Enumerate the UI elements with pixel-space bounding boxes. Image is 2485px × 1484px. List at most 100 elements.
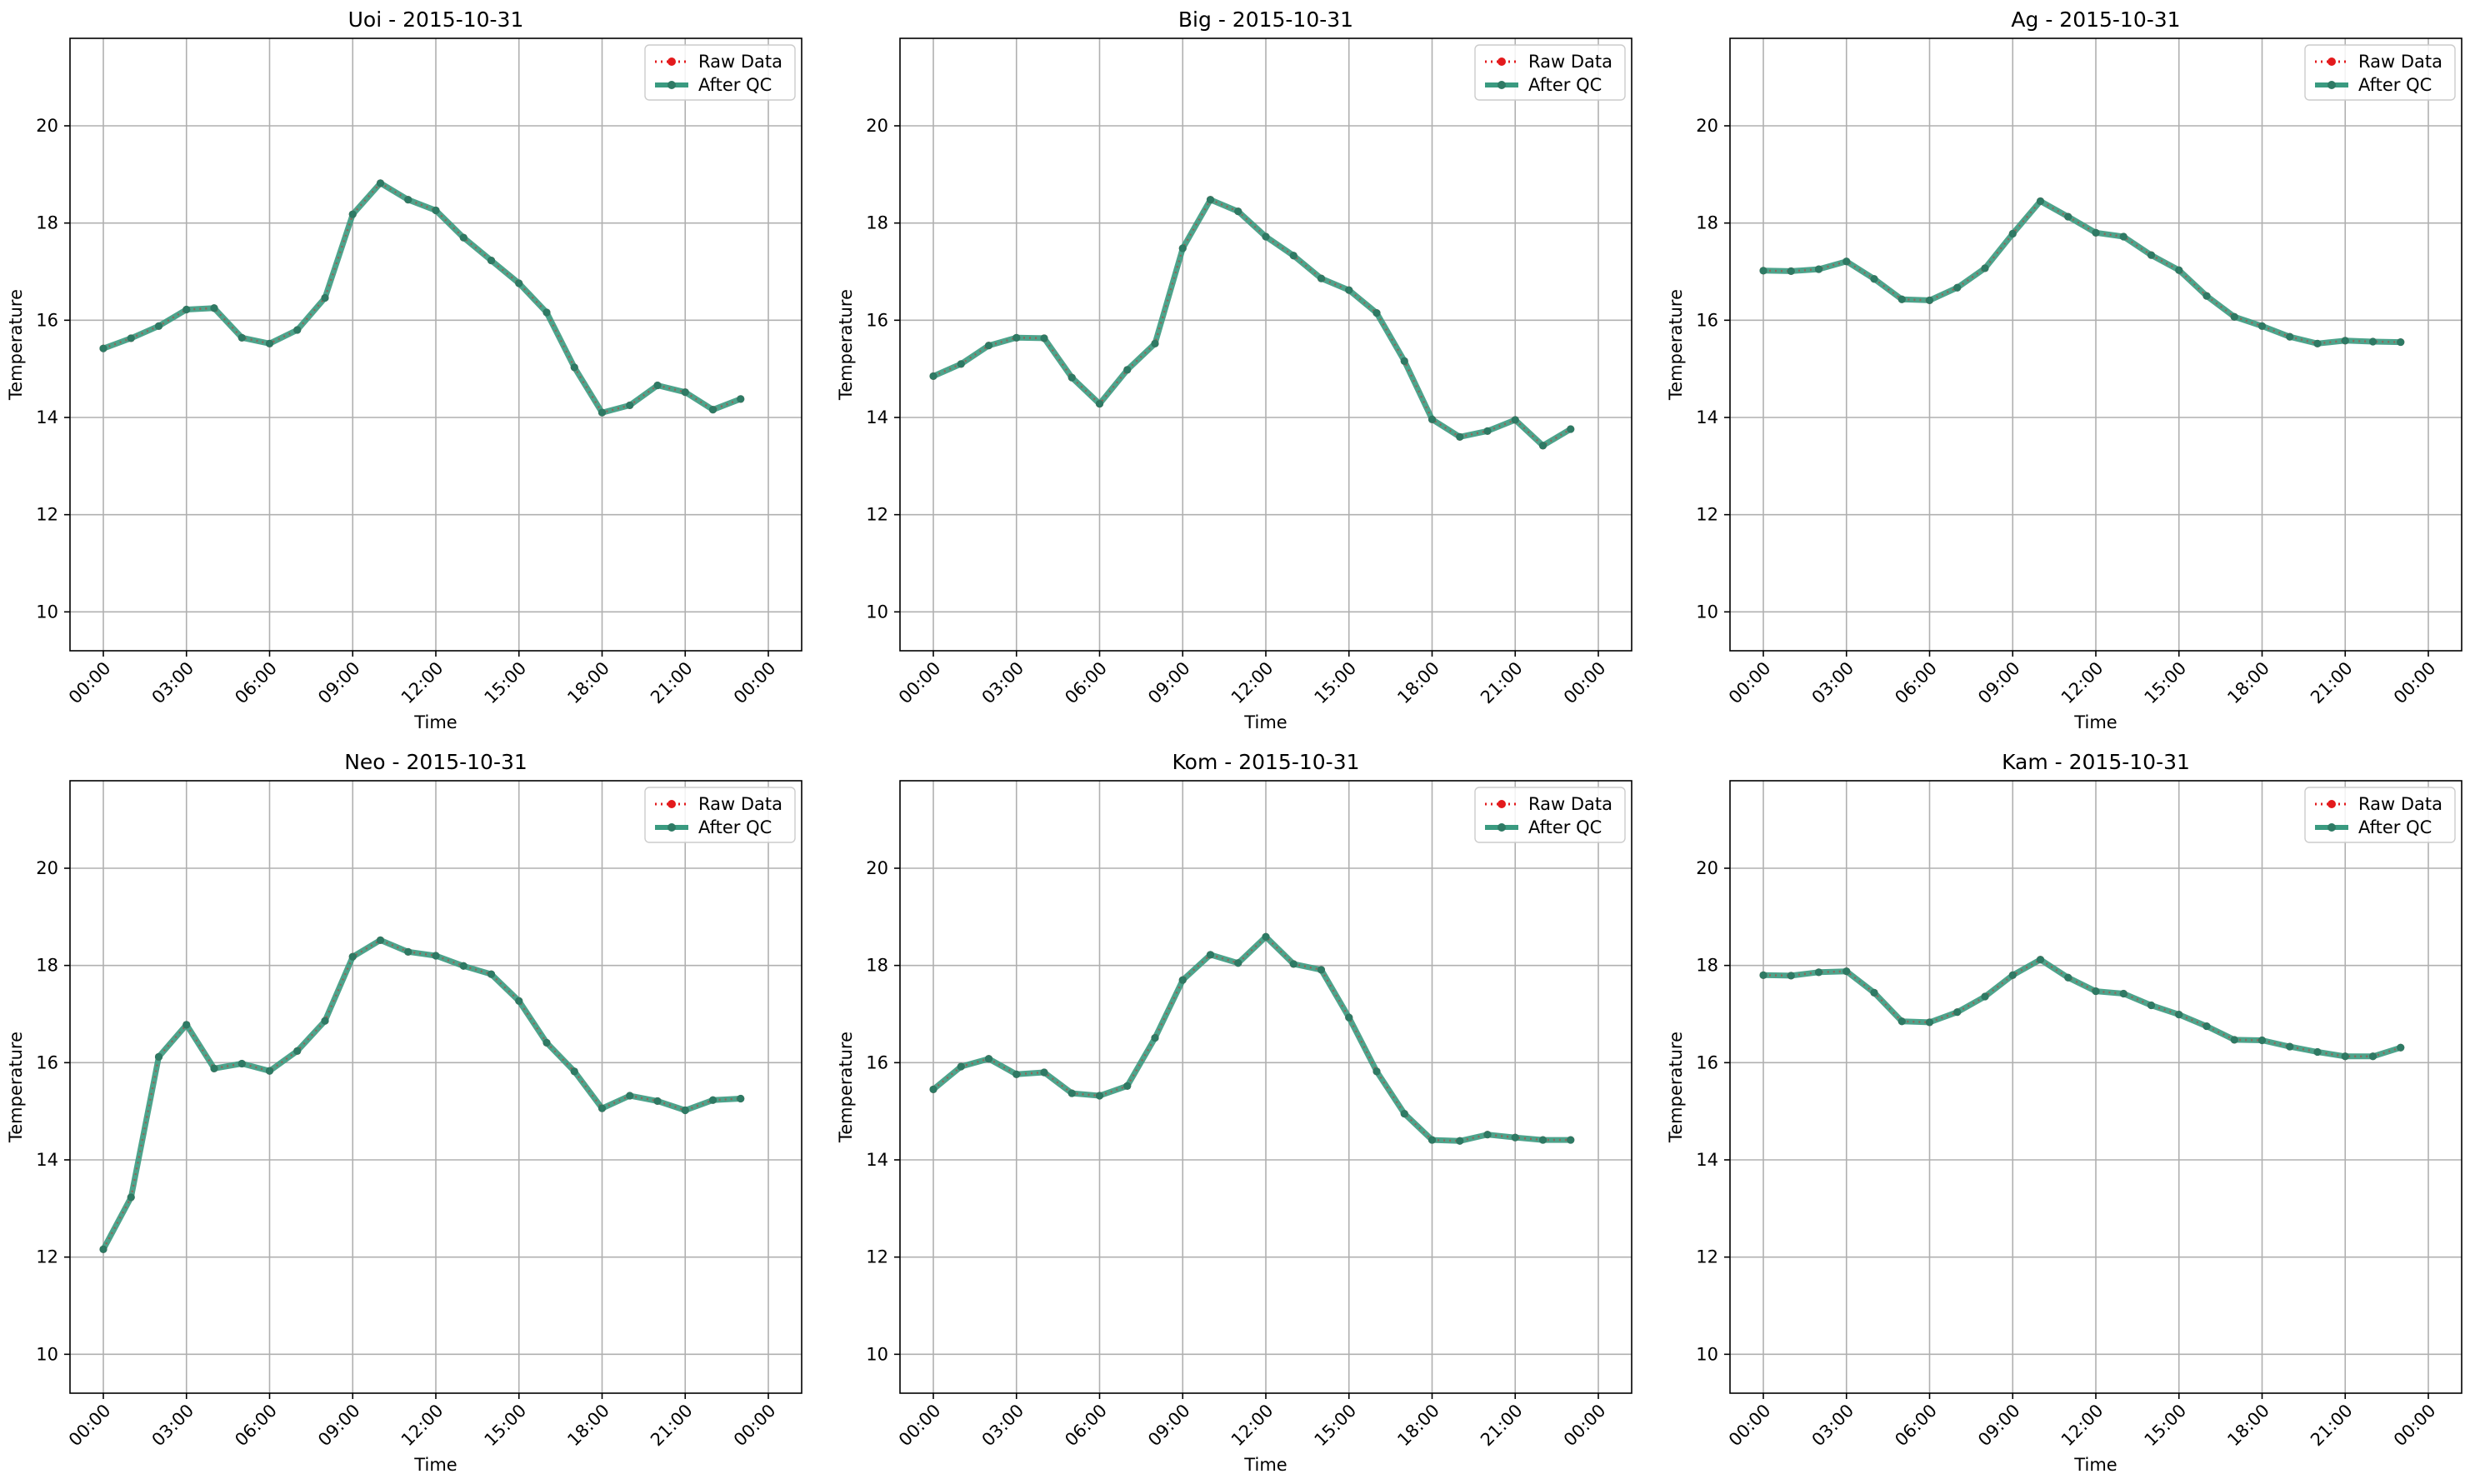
- y-tick-label: 14: [866, 1150, 888, 1170]
- x-tick-label: 18:00: [1393, 658, 1443, 708]
- after-qc-point: [598, 1104, 607, 1112]
- after-qc-point: [1925, 1018, 1934, 1027]
- after-qc-point: [459, 233, 468, 242]
- legend-label-after-qc: After QC: [1528, 75, 1602, 95]
- after-qc-point: [2286, 332, 2294, 341]
- legend-label-raw-data: Raw Data: [2358, 794, 2442, 814]
- legend-marker-after-qc: [2328, 81, 2336, 89]
- y-tick-label: 10: [36, 602, 58, 622]
- after-qc-point: [1289, 252, 1298, 260]
- after-qc-point: [2202, 292, 2211, 300]
- legend-marker-after-qc: [1498, 823, 1506, 832]
- after-qc-point: [1151, 1033, 1159, 1042]
- y-tick-label: 12: [36, 505, 58, 525]
- after-qc-point: [1842, 967, 1851, 976]
- legend-marker-after-qc: [1498, 81, 1506, 89]
- x-tick-label: 06:00: [231, 1401, 281, 1451]
- after-qc-point: [957, 1062, 965, 1071]
- after-qc-point: [1178, 976, 1187, 984]
- after-qc-point: [542, 308, 551, 317]
- x-tick-label: 12:00: [2058, 1401, 2108, 1451]
- after-qc-point: [2092, 987, 2100, 996]
- x-tick-label: 06:00: [231, 658, 281, 708]
- y-tick-label: 18: [36, 213, 58, 233]
- after-qc-point: [1206, 196, 1215, 204]
- x-tick-label: 06:00: [1891, 1401, 1941, 1451]
- legend-marker-raw-data: [2328, 57, 2336, 66]
- chart-panel-1: 10 12 14 16 18 20 00:00 03:00 06:00 09:00 12:00 15:…: [6, 7, 802, 732]
- y-axis-label: Temperature: [6, 289, 26, 401]
- after-qc-point: [1040, 1068, 1048, 1077]
- after-qc-point: [1456, 1137, 1464, 1145]
- series-line-raw-data: [932, 198, 1572, 447]
- y-tick-label: 16: [866, 310, 888, 330]
- x-tick-label: 06:00: [1061, 1401, 1111, 1451]
- after-qc-point: [515, 997, 523, 1005]
- after-qc-point: [154, 322, 163, 330]
- y-tick-label: 16: [866, 1052, 888, 1072]
- after-qc-point: [570, 1067, 578, 1076]
- after-qc-point: [2341, 1052, 2349, 1061]
- after-qc-point: [2175, 1010, 2183, 1019]
- x-tick-label: 12:00: [1228, 1401, 1278, 1451]
- after-qc-point: [1068, 1089, 1076, 1097]
- after-qc-point: [1428, 1136, 1437, 1144]
- after-qc-point: [487, 256, 496, 265]
- after-qc-point: [1898, 295, 1906, 303]
- legend-marker-raw-data: [1498, 57, 1506, 66]
- after-qc-point: [1483, 1131, 1492, 1139]
- after-qc-point: [127, 1193, 135, 1202]
- legend-label-after-qc: After QC: [2358, 75, 2432, 95]
- after-qc-point: [210, 304, 218, 312]
- after-qc-point: [1289, 960, 1298, 968]
- x-tick-label: 03:00: [148, 1401, 198, 1451]
- y-tick-label: 16: [36, 1052, 58, 1072]
- after-qc-point: [404, 947, 412, 956]
- chart-panel-2: 10 12 14 16 18 20 00:00 03:00 06:00 09:00 12:00 15:…: [836, 7, 1632, 732]
- chart-panel-6: 10 12 14 16 18 20 00:00 03:00 06:00 09:00 12:00 15:…: [1666, 750, 2462, 1475]
- after-qc-point: [1567, 1136, 1575, 1144]
- after-qc-point: [2175, 266, 2183, 274]
- x-tick-label: 12:00: [398, 1401, 448, 1451]
- y-axis-label: Temperature: [1666, 1032, 1686, 1143]
- series-line-after-qc: [100, 937, 744, 1252]
- legend-label-after-qc: After QC: [698, 817, 772, 837]
- after-qc-point: [708, 1096, 718, 1104]
- after-qc-point: [1814, 968, 1823, 977]
- y-tick-label: 12: [866, 1247, 888, 1267]
- legend-label-raw-data: Raw Data: [1528, 52, 1612, 72]
- after-qc-point: [459, 962, 468, 970]
- legend-label-raw-data: Raw Data: [2358, 52, 2442, 72]
- after-qc-point: [2286, 1042, 2294, 1051]
- after-qc-point: [348, 952, 357, 961]
- after-qc-point: [929, 372, 938, 381]
- y-tick-label: 16: [36, 310, 58, 330]
- after-qc-point: [1012, 1070, 1021, 1078]
- after-qc-point: [265, 339, 274, 347]
- series-line-raw-data: [932, 935, 1571, 1142]
- x-axis-label: Time: [413, 1455, 457, 1475]
- chart-title: Kom - 2015-10-31: [1172, 750, 1360, 774]
- after-qc-point: [2036, 956, 2045, 964]
- x-tick-label: 00:00: [730, 1401, 780, 1451]
- x-tick-label: 00:00: [895, 658, 945, 708]
- series-line-after-qc: [1760, 957, 2404, 1060]
- grid-lines: [1730, 38, 2462, 651]
- after-qc-point: [348, 210, 357, 218]
- legend-label-after-qc: After QC: [1528, 817, 1602, 837]
- after-qc-point: [127, 334, 135, 342]
- y-tick-label: 20: [866, 858, 888, 878]
- series-line-raw-data: [102, 938, 741, 1250]
- legend-label-after-qc: After QC: [698, 75, 772, 95]
- after-qc-point: [1400, 1109, 1408, 1118]
- after-qc-point: [1372, 1067, 1381, 1076]
- grid-lines: [70, 38, 802, 651]
- after-qc-point: [2397, 1043, 2405, 1052]
- after-qc-point: [1953, 1008, 1962, 1017]
- chart-title: Big - 2015-10-31: [1178, 7, 1353, 32]
- after-qc-point: [1511, 416, 1519, 424]
- after-qc-point: [984, 342, 993, 350]
- after-qc-point: [2397, 337, 2405, 347]
- y-tick-label: 14: [36, 1150, 58, 1170]
- chart-title: Uoi - 2015-10-31: [348, 7, 524, 32]
